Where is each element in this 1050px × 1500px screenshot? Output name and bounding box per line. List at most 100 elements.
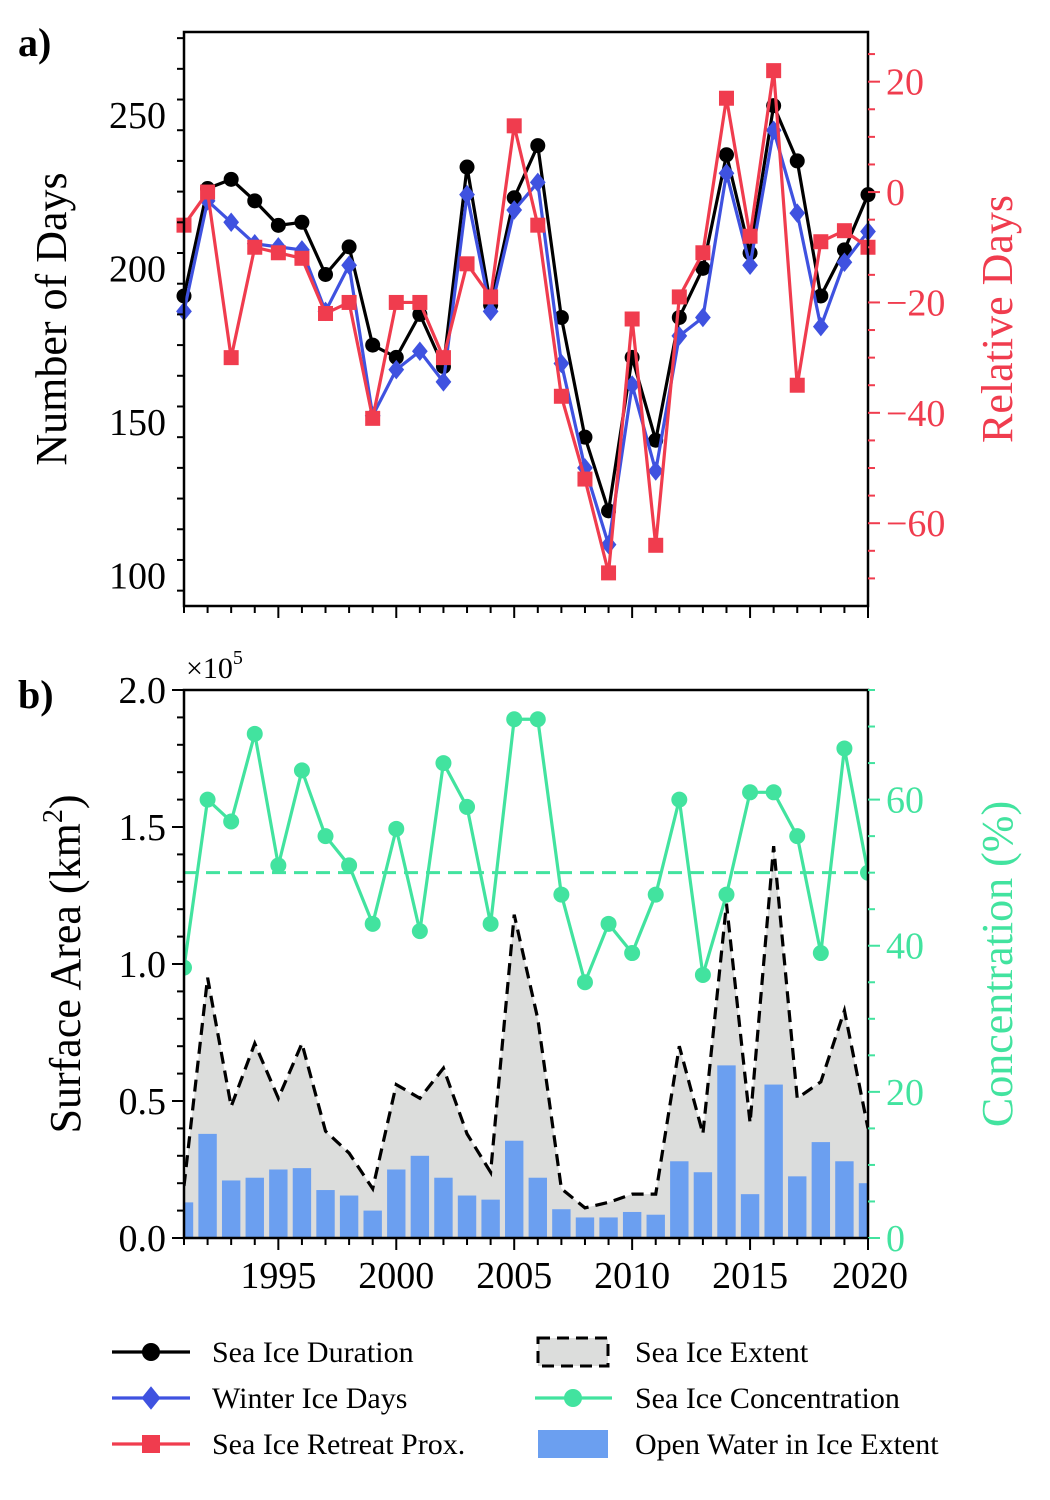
data-point (695, 260, 711, 276)
data-point (365, 337, 381, 353)
panel-a-ylabel: Number of Days (27, 172, 76, 465)
open-water-bar (292, 1168, 312, 1238)
data-point (813, 234, 829, 250)
data-point (388, 359, 405, 380)
data-point (553, 309, 569, 325)
data-point (836, 223, 852, 239)
data-point (506, 200, 523, 220)
open-water-bar (221, 1180, 241, 1238)
open-water-bar (835, 1161, 854, 1238)
panel-b-label: b) (18, 672, 54, 717)
concentration-point (482, 915, 499, 932)
legend-label: Winter Ice Days (212, 1382, 407, 1415)
open-water-bar (599, 1217, 618, 1238)
concentration-point (246, 725, 263, 742)
concentration-point (435, 755, 452, 772)
data-point (671, 289, 687, 305)
series-line (182, 128, 870, 547)
data-point (695, 307, 711, 328)
legend-marker (142, 1435, 160, 1453)
y-tick-label: 1.0 (119, 944, 167, 986)
data-point (341, 294, 357, 310)
concentration-point (671, 791, 688, 808)
data-point (294, 250, 310, 266)
data-point (577, 429, 593, 445)
x-tick-label: 2020 (832, 1255, 908, 1297)
data-point (530, 138, 546, 154)
open-water-bar (481, 1199, 500, 1238)
series-sea-ice-duration (176, 98, 876, 519)
concentration-point (600, 915, 617, 932)
series-line (182, 104, 870, 513)
data-point (812, 316, 829, 337)
open-water-bar (505, 1140, 524, 1238)
series-winter-ice-days (176, 120, 876, 555)
y-tick-label: 100 (109, 555, 166, 597)
data-point (318, 305, 334, 321)
open-water-bar (764, 1084, 783, 1238)
data-point (648, 537, 664, 553)
x-tick-label: 2005 (476, 1255, 552, 1297)
data-point (247, 239, 263, 255)
y-tick-label: 200 (109, 248, 166, 290)
open-water-bar (363, 1210, 382, 1238)
y2-tick-label: −40 (886, 393, 945, 435)
concentration-point (694, 966, 711, 983)
data-point (223, 212, 240, 233)
data-point (318, 266, 334, 282)
legend-item: Sea Ice Extent (536, 1336, 809, 1369)
data-point (435, 350, 451, 366)
data-point (766, 63, 782, 79)
y2-tick-label: 0 (886, 172, 905, 214)
concentration-point (293, 762, 310, 779)
data-point (411, 341, 428, 361)
open-water-bar (670, 1161, 689, 1238)
legend-marker (564, 1389, 582, 1407)
data-point (647, 461, 664, 481)
data-point (836, 242, 852, 258)
concentration-point (576, 974, 593, 991)
open-water-bar (410, 1155, 430, 1238)
concentration-point (184, 959, 192, 976)
legend-label: Sea Ice Extent (635, 1336, 809, 1369)
data-point (718, 90, 734, 106)
y2-tick-label: 20 (886, 1072, 924, 1114)
open-water-bar (198, 1133, 217, 1238)
data-point (294, 214, 310, 230)
panel-a-label: a) (18, 20, 51, 65)
open-water-bar (575, 1217, 595, 1238)
x-tick-label: 1995 (240, 1255, 316, 1297)
data-point (341, 239, 357, 255)
concentration-point (506, 711, 523, 728)
concentration-point (411, 923, 428, 940)
legend-item: Sea Ice Concentration (535, 1382, 900, 1415)
open-water-bar (528, 1177, 547, 1238)
panel-b-ylabel: Surface Area (km2) (38, 795, 90, 1134)
open-water-bar (269, 1169, 288, 1238)
concentration-point (742, 784, 759, 801)
open-water-bar (184, 1202, 194, 1238)
legend: Sea Ice Duration Winter Ice Days Sea Ice R… (112, 1336, 939, 1461)
y-tick-label: 0.5 (119, 1081, 167, 1123)
data-point (270, 245, 286, 261)
concentration-point (718, 886, 735, 903)
panel-a: a) 100 150 200 250 −60 −40 −20 0 20 Number of Da… (18, 20, 1022, 618)
open-water-bar (646, 1214, 665, 1238)
data-point (742, 255, 758, 276)
open-water-bar (245, 1177, 264, 1238)
concentration-point (529, 711, 546, 728)
concentration-point (647, 886, 664, 903)
data-point (459, 256, 475, 272)
concentration-point (765, 784, 782, 801)
y-tick-label: 150 (109, 402, 166, 444)
data-point (789, 377, 805, 393)
legend-label: Sea Ice Duration (212, 1336, 414, 1369)
data-point (506, 118, 522, 134)
panel-a-frame (182, 30, 870, 608)
data-point (247, 193, 263, 209)
data-point (223, 171, 239, 187)
sea-ice-extent-line (184, 846, 868, 1210)
open-water-bar (434, 1177, 453, 1238)
concentration-point (624, 945, 641, 962)
